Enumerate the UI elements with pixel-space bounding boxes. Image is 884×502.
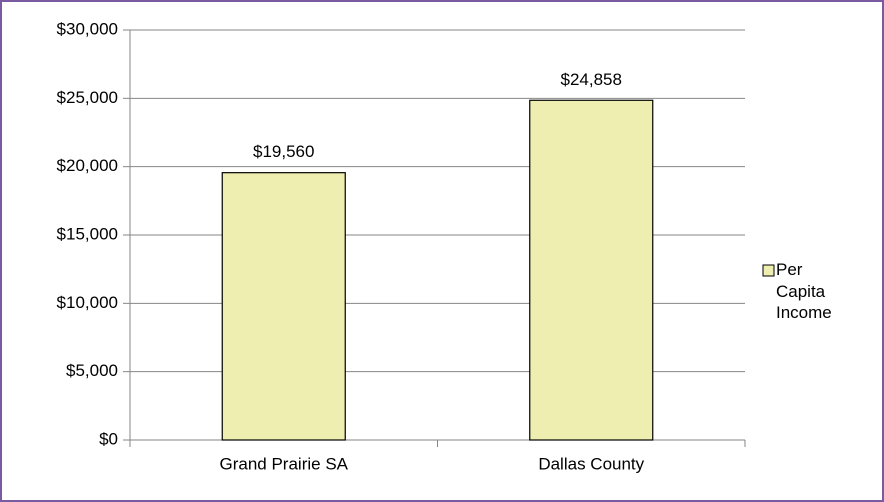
- x-tick-label: Dallas County: [538, 454, 644, 473]
- y-tick-label: $15,000: [57, 224, 118, 243]
- x-tick-label: Grand Prairie SA: [220, 454, 349, 473]
- y-tick-label: $5,000: [66, 361, 118, 380]
- data-label: $19,560: [253, 142, 314, 161]
- y-tick-label: $25,000: [57, 88, 118, 107]
- data-label: $24,858: [561, 70, 622, 89]
- y-tick-label: $10,000: [57, 293, 118, 312]
- y-tick-label: $30,000: [57, 19, 118, 38]
- bar: [221, 172, 346, 441]
- y-tick-label: $0: [99, 429, 118, 448]
- bar: [529, 99, 654, 441]
- y-tick-label: $20,000: [57, 156, 118, 175]
- legend-swatch: [762, 264, 775, 277]
- legend-label: Per Capita Income: [776, 260, 832, 322]
